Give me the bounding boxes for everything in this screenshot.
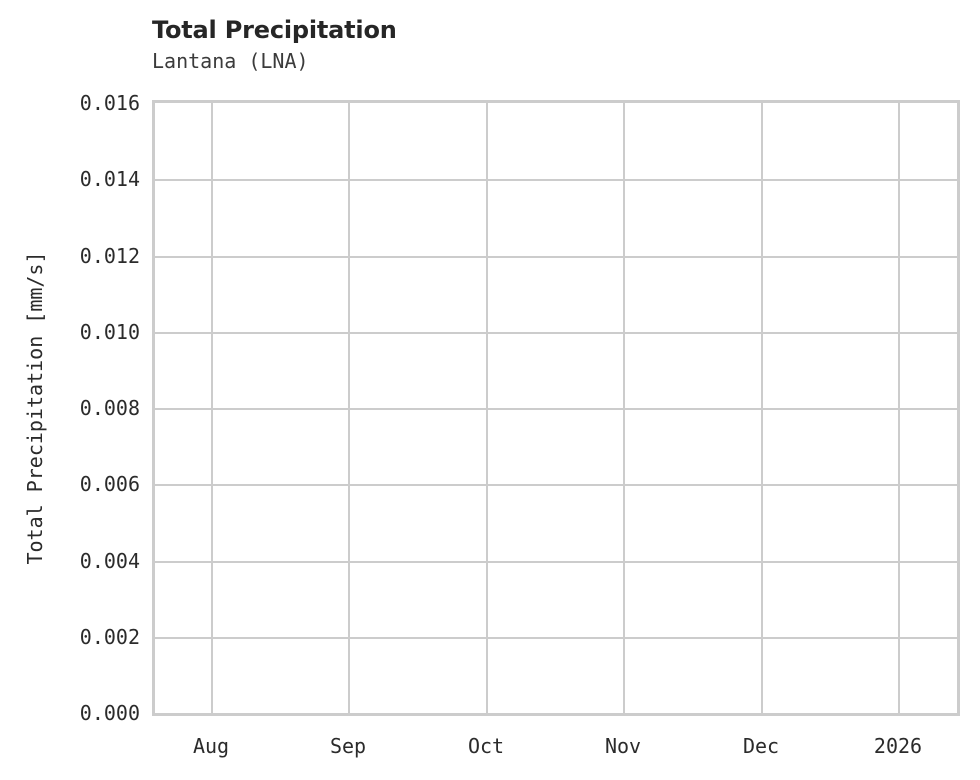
gridline-horizontal — [155, 179, 957, 181]
y-axis-tick-label: 0.006 — [79, 472, 140, 496]
page-title: Total Precipitation — [152, 16, 397, 44]
gridline-horizontal — [155, 332, 957, 334]
y-axis-tick-label: 0.014 — [79, 167, 140, 191]
gridline-horizontal — [155, 561, 957, 563]
gridline-vertical — [761, 103, 763, 713]
chart-title-block: Total Precipitation Lantana (LNA) — [152, 16, 952, 74]
y-axis-tick-labels: 0.016 0.014 0.012 0.010 0.008 0.006 0.004 0.002… — [14, 0, 140, 780]
x-axis-tick-label: Nov — [604, 734, 642, 758]
gridline-horizontal — [155, 484, 957, 486]
y-axis-tick-label: 0.016 — [79, 91, 140, 115]
x-axis-tick-label: Sep — [329, 734, 367, 758]
gridline-horizontal — [155, 408, 957, 410]
x-axis-tick-label: Oct — [467, 734, 505, 758]
x-axis-tick-label: 2026 — [873, 734, 923, 758]
y-axis-tick-label: 0.012 — [79, 244, 140, 268]
y-axis-tick-label: 0.010 — [79, 320, 140, 344]
gridline-vertical — [486, 103, 488, 713]
x-axis-tick-label: Dec — [742, 734, 780, 758]
y-axis-tick-label: 0.004 — [79, 549, 140, 573]
y-axis-tick-label: 0.008 — [79, 396, 140, 420]
y-axis-tick-label: 0.000 — [79, 701, 140, 725]
plot-area — [152, 100, 960, 716]
gridline-vertical — [898, 103, 900, 713]
gridline-horizontal — [155, 256, 957, 258]
gridline-horizontal — [155, 637, 957, 639]
y-axis-tick-label: 0.002 — [79, 625, 140, 649]
gridline-vertical — [623, 103, 625, 713]
x-axis-tick-label: Aug — [192, 734, 230, 758]
gridline-vertical — [211, 103, 213, 713]
gridline-vertical — [348, 103, 350, 713]
chart-subtitle: Lantana (LNA) — [152, 49, 309, 73]
